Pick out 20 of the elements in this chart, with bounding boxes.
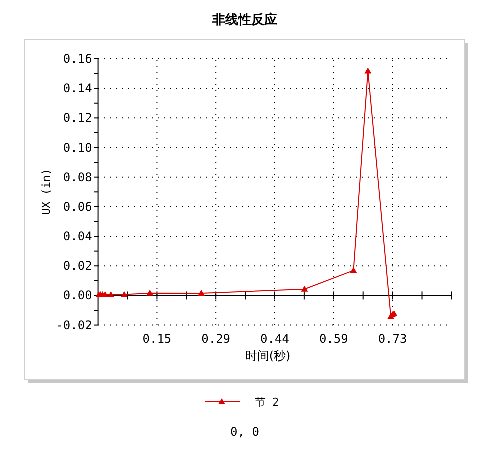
y-tick-label: 0.06 <box>63 200 92 214</box>
x-tick-label: 0.44 <box>260 332 290 346</box>
y-axis-title: UX (in) <box>40 168 53 216</box>
x-tick-label: 0.29 <box>202 332 231 346</box>
y-tick-label: 0.16 <box>63 52 92 66</box>
x-tick-label: 0.15 <box>142 332 172 346</box>
y-tick-label: 0.04 <box>63 230 92 244</box>
y-tick-label: 0.10 <box>63 140 92 155</box>
text: 0, 0 <box>230 425 260 439</box>
x-tick-label: 0.73 <box>378 332 408 346</box>
x-axis-title: 时间(秒) <box>245 349 291 363</box>
y-tick-label: 0.14 <box>63 82 92 96</box>
y-tick-label: 0.08 <box>63 170 92 184</box>
legend-label: 节 2 <box>255 396 280 409</box>
y-tick-label: -0.02 <box>56 318 92 332</box>
y-tick-label: 0.02 <box>63 259 92 274</box>
chart-title: 非线性反应 <box>212 12 278 28</box>
y-tick-label: 0.00 <box>63 288 92 303</box>
y-tick-label: 0.12 <box>63 111 92 126</box>
x-tick-label: 0.59 <box>319 332 348 346</box>
